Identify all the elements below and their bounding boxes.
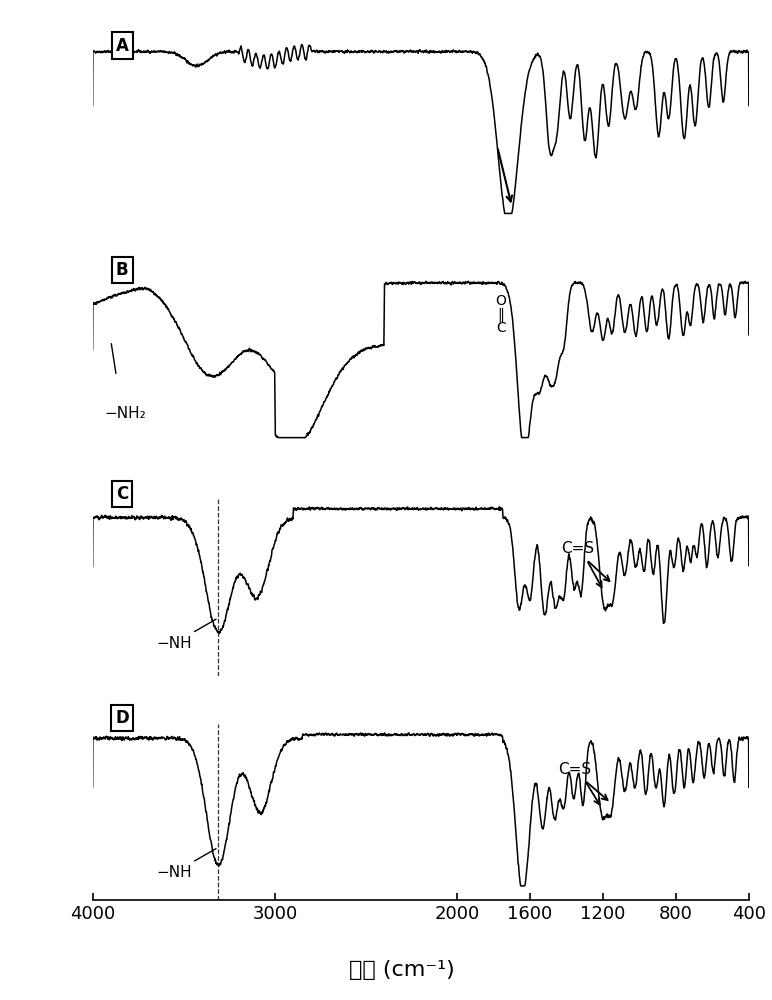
Text: −NH: −NH xyxy=(157,619,216,651)
Text: C=S: C=S xyxy=(558,762,591,777)
Text: A: A xyxy=(116,37,129,55)
Text: −NH₂: −NH₂ xyxy=(104,406,147,421)
Text: B: B xyxy=(116,261,128,279)
Text: C: C xyxy=(116,485,128,503)
Text: D: D xyxy=(115,709,129,727)
Text: O
‖
C: O ‖ C xyxy=(496,294,506,335)
Text: 波数 (cm⁻¹): 波数 (cm⁻¹) xyxy=(349,960,454,980)
Text: −NH: −NH xyxy=(157,849,216,880)
Text: C=S: C=S xyxy=(561,541,594,556)
